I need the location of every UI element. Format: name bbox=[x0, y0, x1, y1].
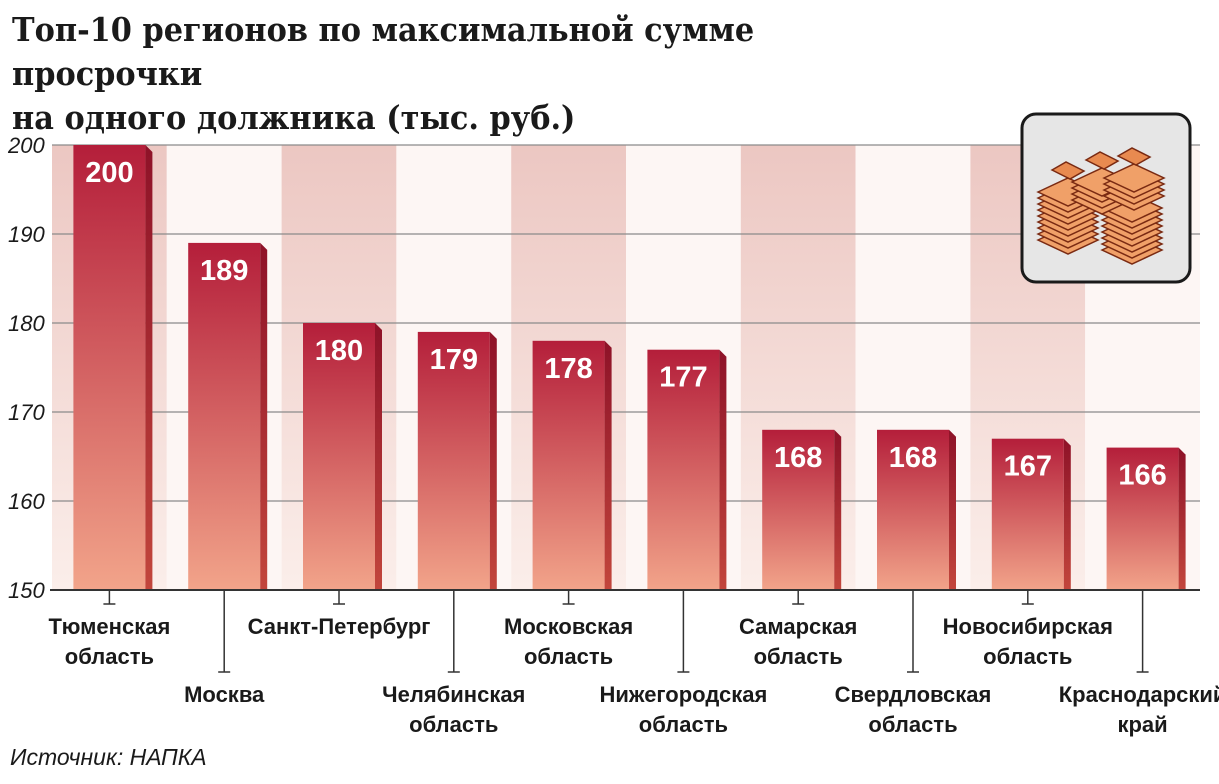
data-label: 200 bbox=[85, 157, 133, 189]
bar-9 bbox=[991, 438, 1071, 590]
bar-6 bbox=[647, 349, 727, 590]
y-tick-label: 190 bbox=[8, 222, 45, 247]
data-label: 168 bbox=[774, 442, 822, 474]
x-category-label: край bbox=[1117, 712, 1167, 737]
x-category-label: область bbox=[524, 644, 613, 669]
data-label: 177 bbox=[659, 362, 707, 394]
x-category-label: Новосибирская bbox=[943, 614, 1113, 639]
x-category-label: Московская bbox=[504, 614, 633, 639]
y-tick-label: 170 bbox=[8, 400, 45, 425]
x-category-label: область bbox=[65, 644, 154, 669]
x-category-label: Тюменская bbox=[49, 614, 171, 639]
x-category-label: Краснодарский bbox=[1059, 682, 1219, 707]
y-tick-label: 200 bbox=[7, 133, 45, 158]
data-label: 178 bbox=[544, 353, 592, 385]
y-tick-label: 180 bbox=[8, 311, 45, 336]
bar-4 bbox=[417, 331, 497, 590]
data-label: 168 bbox=[889, 442, 937, 474]
x-category-label: Самарская bbox=[739, 614, 857, 639]
x-category-label: область bbox=[983, 644, 1072, 669]
y-tick-label: 160 bbox=[8, 489, 45, 514]
bar-7 bbox=[762, 429, 842, 590]
x-category-label: область bbox=[754, 644, 843, 669]
bar-2 bbox=[188, 242, 268, 590]
data-label: 180 bbox=[315, 335, 363, 367]
title-line-2: на одного должника (тыс. руб.) bbox=[12, 98, 576, 137]
bar-5 bbox=[532, 340, 612, 590]
data-label: 167 bbox=[1004, 451, 1052, 483]
x-category-label: область bbox=[409, 712, 498, 737]
x-category-label: Нижегородская bbox=[599, 682, 767, 707]
bar-10 bbox=[1106, 447, 1186, 590]
x-category-label: Челябинская bbox=[382, 682, 525, 707]
chart-title: Топ-10 регионов по максимальной сумме пр… bbox=[12, 8, 932, 140]
x-category-label: Москва bbox=[184, 682, 265, 707]
bar-3 bbox=[303, 323, 382, 590]
data-label: 179 bbox=[430, 344, 478, 376]
title-line-1: Топ-10 регионов по максимальной сумме пр… bbox=[12, 10, 755, 93]
x-category-label: область bbox=[639, 712, 728, 737]
money-stacks-icon bbox=[1020, 112, 1192, 284]
bar-1 bbox=[73, 145, 153, 590]
bar-8 bbox=[877, 429, 956, 590]
x-category-label: область bbox=[868, 712, 957, 737]
x-category-label: Свердловская bbox=[835, 682, 992, 707]
source-note: Источник: НАПКА bbox=[10, 744, 207, 770]
data-label: 166 bbox=[1118, 460, 1166, 492]
x-category-label: Санкт-Петербург bbox=[248, 614, 431, 639]
y-tick-label: 150 bbox=[8, 578, 45, 603]
data-label: 189 bbox=[200, 255, 248, 287]
